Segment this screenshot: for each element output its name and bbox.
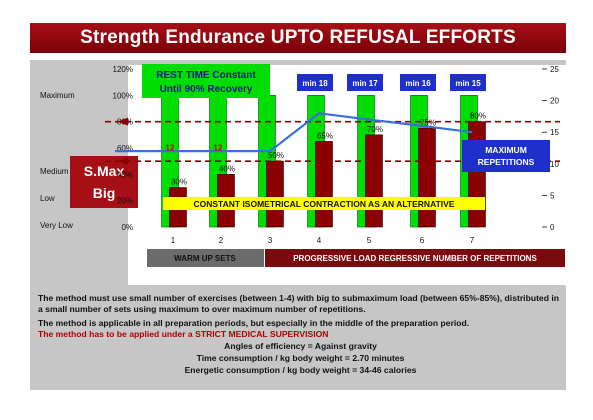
y-left-tick-label: 0% [121, 223, 133, 232]
isometric-band [163, 197, 485, 210]
reference-arrowhead [118, 117, 128, 126]
note-time: Time consumption / kg body weight = 2.70… [196, 353, 405, 363]
x-tick-label: 2 [219, 236, 224, 245]
load-bar-label: 80% [470, 112, 486, 121]
note-applicability: The method is applicable in all preparat… [38, 318, 470, 328]
rest-minutes-label: min 15 [455, 79, 481, 88]
y-right-tick-label: 25 [550, 65, 559, 74]
y-right-tick-label: 0 [550, 223, 555, 232]
load-bar-label: 50% [268, 151, 284, 160]
rest-minutes-box [450, 74, 486, 91]
x-tick-label: 6 [420, 236, 425, 245]
rest-minutes-label: min 18 [302, 79, 328, 88]
isometric-label: CONSTANT ISOMETRICAL CONTRACTION AS AN A… [194, 199, 455, 209]
note-angles: Angles of efficiency = Against gravity [224, 341, 377, 351]
y-left-tick-label: 40% [117, 170, 133, 179]
load-bar-label: 40% [219, 164, 235, 173]
load-bar [468, 121, 486, 228]
rest-minutes-box [347, 74, 383, 91]
notes-panel [30, 286, 566, 390]
y-left-tick-label: 20% [117, 197, 133, 206]
rest-time-line2: Until 90% Recovery [160, 84, 253, 95]
load-bar-label: 75% [420, 118, 436, 127]
load-bar [365, 134, 383, 228]
x-tick-label: 4 [317, 236, 322, 245]
progressive-bar [265, 249, 565, 267]
rest-minutes-label: min 16 [405, 79, 431, 88]
y-right-tick-label: 10 [550, 160, 559, 169]
rest-minutes-box [400, 74, 436, 91]
warmup-bar [147, 249, 264, 267]
level-medium: Medium [40, 167, 69, 176]
load-bar-label: 70% [367, 125, 383, 134]
y-right-tick-label: 5 [550, 191, 555, 200]
y-right-tick-label: 15 [550, 128, 559, 137]
level-maximum: Maximum [40, 91, 75, 100]
load-bar-label: 65% [317, 131, 333, 140]
rest-minutes-box [297, 74, 333, 91]
x-tick-label: 1 [171, 236, 176, 245]
max-repetitions-line1: MAXIMUM [485, 145, 527, 155]
x-tick-label: 7 [470, 236, 475, 245]
smax-big-box: S.Max Big [70, 156, 138, 208]
rest-time-box [142, 64, 270, 98]
note-method: The method must use small number of exer… [38, 293, 559, 314]
max-repetitions-line2: REPETITIONS [478, 157, 535, 167]
load-bar [315, 141, 333, 228]
slide-title: Strength Endurance UPTO REFUSAL EFFORTS [30, 23, 566, 53]
load-bar [418, 127, 436, 228]
load-bar [266, 160, 284, 228]
rest-time-line1: REST TIME Constant [156, 70, 256, 81]
level-smax: S.Max [83, 163, 125, 179]
rest-minutes-label: min 17 [352, 79, 378, 88]
max-repetitions-box [462, 140, 550, 172]
level-big: Big [92, 185, 116, 201]
note-energy: Energetic consumption / kg body weight =… [184, 365, 417, 375]
y-right-tick-label: 20 [550, 97, 559, 106]
y-left-tick-label: 120% [113, 65, 133, 74]
x-tick-label: 5 [367, 236, 372, 245]
reference-arrowhead [118, 157, 128, 166]
warmup-label: WARM UP SETS [174, 254, 236, 263]
progressive-label: PROGRESSIVE LOAD REGRESSIVE NUMBER OF RE… [293, 254, 537, 263]
note-supervision: The method has to be applied under a STR… [38, 329, 329, 339]
plot-area [128, 65, 571, 285]
load-bar-label: 30% [171, 178, 187, 187]
repetitions-line [115, 112, 473, 153]
level-very-low: Very Low [40, 221, 73, 230]
rep-count-label: 12 [214, 144, 223, 153]
chart-panel: Maximum Medium Low Very Low S.Max Big [30, 60, 571, 286]
y-left-tick-label: 60% [117, 144, 133, 153]
x-tick-label: 3 [268, 236, 273, 245]
level-low: Low [40, 194, 55, 203]
rep-count-label: 12 [166, 144, 175, 153]
y-left-tick-label: 100% [113, 91, 133, 100]
